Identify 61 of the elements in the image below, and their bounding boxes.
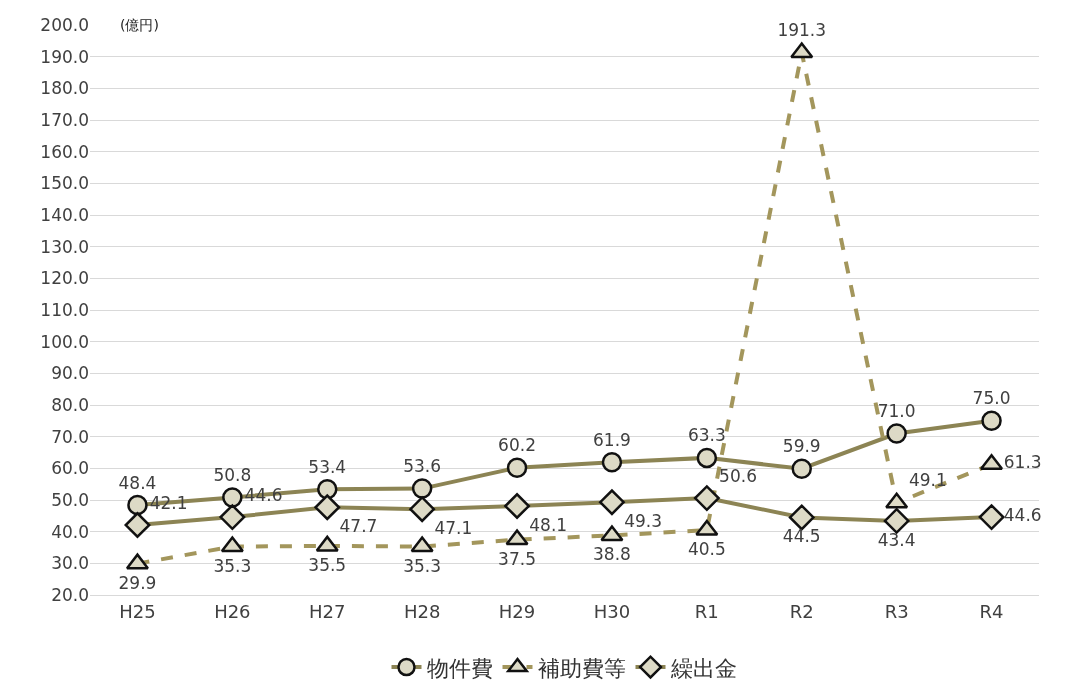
y-tick-label: 170.0 <box>40 109 89 130</box>
legend-label: 補助費等 <box>537 655 626 681</box>
y-tick-label: 70.0 <box>51 426 89 447</box>
data-label: 44.6 <box>1003 505 1042 526</box>
y-tick-label: 30.0 <box>51 553 89 574</box>
data-label: 63.3 <box>687 425 726 446</box>
y-tick-label: 190.0 <box>40 46 89 67</box>
x-tick-label: H26 <box>214 600 251 622</box>
x-tick-label: R3 <box>884 600 909 622</box>
y-tick-label: 50.0 <box>51 489 89 510</box>
data-label: 53.4 <box>308 456 347 477</box>
data-label: 191.3 <box>777 20 827 41</box>
y-tick-label: 90.0 <box>51 363 89 384</box>
y-tick-label: 180.0 <box>40 78 89 99</box>
data-label: 49.1 <box>908 470 947 491</box>
data-label: 29.9 <box>118 572 157 593</box>
legend-label: 物件費 <box>426 655 493 681</box>
y-tick-label: 160.0 <box>40 141 89 162</box>
x-tick-label: R4 <box>979 600 1004 622</box>
x-tick-label: R2 <box>789 600 814 622</box>
data-label: 49.3 <box>624 511 663 532</box>
x-tick-label: H25 <box>119 600 156 622</box>
data-label: 53.6 <box>403 456 442 477</box>
y-tick-label: 40.0 <box>51 521 89 542</box>
data-label: 37.5 <box>498 548 536 569</box>
data-label: 50.8 <box>213 464 252 485</box>
y-tick-label: 150.0 <box>40 173 89 194</box>
data-label: 40.5 <box>687 539 726 560</box>
y-tick-label: 20.0 <box>51 584 89 605</box>
data-label: 75.0 <box>972 388 1011 409</box>
data-label: 35.5 <box>308 554 347 575</box>
y-tick-label: 100.0 <box>40 331 89 352</box>
data-label: 50.6 <box>719 465 757 486</box>
data-label: 61.3 <box>1003 452 1042 473</box>
y-tick-label: 200.0 <box>40 14 89 35</box>
y-tick-label: 130.0 <box>40 236 89 257</box>
data-label: 47.7 <box>339 516 378 537</box>
data-label: 59.9 <box>782 436 821 457</box>
data-label: 47.1 <box>434 518 473 539</box>
y-tick-label: 140.0 <box>40 204 89 225</box>
data-label: 71.0 <box>877 401 916 421</box>
data-label: 43.4 <box>877 529 916 550</box>
data-label: 44.5 <box>782 526 821 547</box>
x-tick-label: R1 <box>694 600 719 622</box>
y-tick-label: 60.0 <box>51 458 89 479</box>
y-tick-label: 80.0 <box>51 394 89 415</box>
y-tick-label: 120.0 <box>40 268 89 289</box>
y-axis-title: (億円) <box>120 17 159 33</box>
x-tick-label: H28 <box>403 600 441 622</box>
data-label: 38.8 <box>593 544 631 565</box>
data-label: 60.2 <box>498 435 536 456</box>
data-label: 61.9 <box>593 429 631 450</box>
x-tick-label: H27 <box>309 600 346 622</box>
data-label: 48.4 <box>118 472 157 493</box>
data-label: 35.3 <box>213 555 252 576</box>
y-tick-label: 110.0 <box>40 299 89 320</box>
data-label: 48.1 <box>529 515 568 536</box>
data-label: 35.3 <box>403 555 442 576</box>
legend-label: 繰出金 <box>669 655 737 681</box>
x-tick-label: H30 <box>593 600 631 622</box>
x-tick-label: H29 <box>498 600 536 622</box>
